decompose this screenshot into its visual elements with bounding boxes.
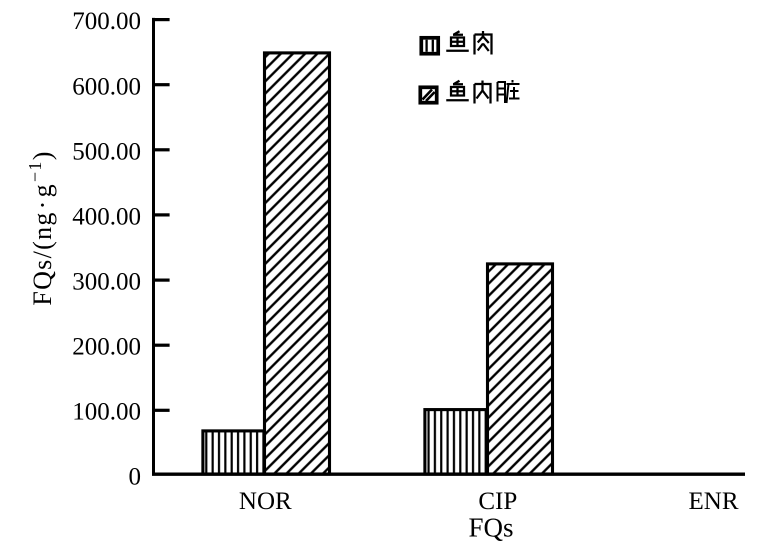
svg-text:200.00: 200.00 bbox=[72, 334, 141, 361]
svg-text:400.00: 400.00 bbox=[72, 203, 141, 230]
svg-text:CIP: CIP bbox=[478, 488, 517, 515]
svg-text:700.00: 700.00 bbox=[72, 8, 141, 35]
svg-text:600.00: 600.00 bbox=[72, 73, 141, 100]
svg-text:500.00: 500.00 bbox=[72, 138, 141, 165]
svg-text:0: 0 bbox=[129, 464, 142, 491]
svg-text:FQs: FQs bbox=[468, 513, 513, 543]
svg-text:100.00: 100.00 bbox=[72, 399, 141, 426]
svg-text:FQs/(ng·g−1): FQs/(ng·g−1) bbox=[25, 150, 57, 305]
svg-text:300.00: 300.00 bbox=[72, 269, 141, 296]
svg-text:NOR: NOR bbox=[239, 488, 292, 515]
svg-text:ENR: ENR bbox=[689, 488, 739, 515]
